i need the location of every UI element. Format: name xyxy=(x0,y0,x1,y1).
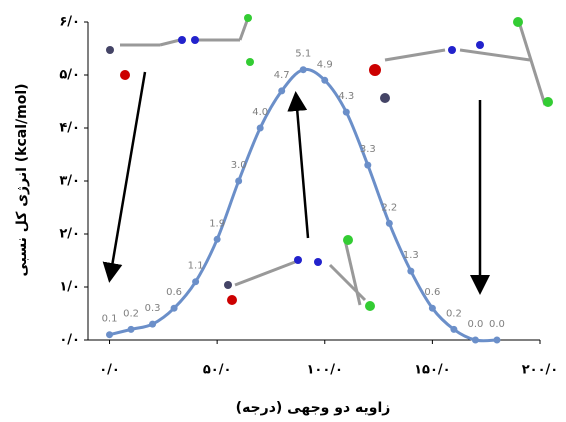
marker xyxy=(192,278,199,285)
y-tick-label: ۲/۰ xyxy=(59,227,80,242)
arrow xyxy=(296,96,308,238)
molecule xyxy=(106,14,254,80)
data-label: 4.0 xyxy=(252,107,268,118)
marker xyxy=(149,321,156,328)
data-label: 0.6 xyxy=(424,287,440,298)
data-label: 4.7 xyxy=(274,70,290,81)
data-label: 1.9 xyxy=(209,218,225,229)
data-label: 0.0 xyxy=(467,319,483,330)
y-axis-title: انرژی کل نسبی (kcal/mol) xyxy=(14,83,30,276)
data-label: 4.9 xyxy=(317,59,333,70)
line xyxy=(110,69,497,340)
marker xyxy=(364,162,371,169)
marker xyxy=(235,178,242,185)
x-tick-label: ۵۰/۰ xyxy=(203,363,232,378)
data-label: 0.2 xyxy=(446,308,462,319)
marker xyxy=(386,220,393,227)
x-axis-title: زاویه دو وجهی (درجه) xyxy=(236,400,391,416)
marker xyxy=(321,77,328,84)
chart: زاویه دو وجهی (درجه) انرژی کل نسبی (kcal… xyxy=(0,0,566,422)
marker xyxy=(472,337,479,344)
marker xyxy=(214,236,221,243)
x-tick-label: ۱۵۰/۰ xyxy=(414,363,451,378)
data-label: 2.2 xyxy=(381,202,397,213)
marker xyxy=(343,109,350,116)
arrow xyxy=(110,72,145,278)
y-tick-label: ۳/۰ xyxy=(59,174,80,189)
x-tick-label: ۱۰۰/۰ xyxy=(307,363,344,378)
marker xyxy=(106,331,113,338)
y-tick-label: ۰/۰ xyxy=(59,333,80,348)
data-label: 5.1 xyxy=(295,49,311,60)
data-label: 0.3 xyxy=(145,303,161,314)
data-label: 3.3 xyxy=(360,144,376,155)
x-tick-label: ۰/۰ xyxy=(99,363,120,378)
marker xyxy=(128,326,135,333)
y-tick-label: ۶/۰ xyxy=(59,15,80,30)
data-label: 0.2 xyxy=(123,308,139,319)
marker xyxy=(257,125,264,132)
data-label: 1.1 xyxy=(188,261,204,272)
data-label: 0.1 xyxy=(102,314,118,325)
data-label: 4.3 xyxy=(338,91,354,102)
y-tick-label: ۱/۰ xyxy=(59,280,80,295)
marker xyxy=(278,87,285,94)
marker xyxy=(407,268,414,275)
data-label: 3.0 xyxy=(231,160,247,171)
data-label: 0.6 xyxy=(166,287,182,298)
marker xyxy=(429,305,436,312)
marker xyxy=(171,305,178,312)
y-tick-label: ۴/۰ xyxy=(59,121,80,136)
data-label: 0.0 xyxy=(489,319,505,330)
marker xyxy=(300,66,307,73)
molecule xyxy=(369,17,553,107)
y-tick-label: ۵/۰ xyxy=(59,68,80,83)
marker xyxy=(493,337,500,344)
x-tick-label: ۲۰۰/۰ xyxy=(522,363,559,378)
data-label: 1.3 xyxy=(403,250,419,261)
marker xyxy=(450,326,457,333)
molecule xyxy=(224,235,375,311)
